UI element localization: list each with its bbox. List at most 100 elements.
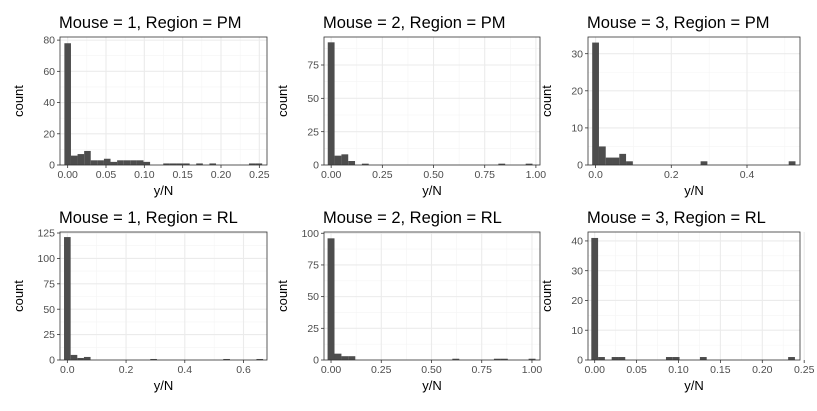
histogram-bar <box>591 237 599 360</box>
y-tick-label: 25 <box>307 323 319 335</box>
x-tick-label: 0.4 <box>177 364 192 376</box>
y-tick-label: 10 <box>571 325 583 337</box>
histogram-bar <box>97 160 104 165</box>
facet-panel-5: 0.00 0.25 0.50 0.75 1.00 0 25 50 75 100 y/N count Mo… <box>275 209 542 393</box>
x-tick-label: 0.0 <box>60 364 75 376</box>
panel-background <box>588 37 800 165</box>
y-tick-label: 20 <box>43 128 55 140</box>
panel-border <box>59 36 268 166</box>
y-axis-label: count <box>539 85 554 117</box>
histogram-bar <box>611 357 619 360</box>
histogram-bar <box>592 42 599 165</box>
histogram-bar <box>130 160 137 165</box>
panel-background <box>324 37 540 165</box>
y-tick-label: 125 <box>37 228 55 240</box>
histogram-bar <box>598 146 606 165</box>
histogram-bar <box>196 163 203 165</box>
x-axis-label: y/N <box>684 183 704 198</box>
facet-title: Mouse = 2, Region = PM <box>323 14 506 32</box>
x-tick-label: 0.25 <box>794 364 815 376</box>
y-tick-label: 0 <box>313 160 319 172</box>
histogram-bar <box>528 358 536 360</box>
histogram-bar <box>64 43 71 165</box>
y-tick-label: 0 <box>49 355 55 367</box>
histogram-bar <box>619 153 627 165</box>
histogram-bar <box>150 358 157 360</box>
x-tick-label: 0.50 <box>423 169 444 181</box>
y-axis-label: count <box>275 85 290 117</box>
histogram-bar <box>341 154 349 165</box>
facet-title: Mouse = 3, Region = RL <box>587 209 766 227</box>
x-tick-label: 0.00 <box>321 169 342 181</box>
histogram-bar <box>169 163 177 165</box>
y-tick-label: 40 <box>43 97 55 109</box>
histogram-bar <box>136 160 144 165</box>
histogram-bar <box>618 357 626 360</box>
y-axis-label: count <box>539 280 554 312</box>
histogram-bar <box>788 161 796 165</box>
histogram-bar <box>143 161 151 165</box>
x-tick-label: 0.25 <box>249 169 270 181</box>
histogram-bar <box>348 161 356 165</box>
y-tick-label: 10 <box>571 122 583 134</box>
histogram-bar <box>452 358 460 360</box>
histogram-bar <box>361 163 369 165</box>
histogram-bar <box>183 163 190 165</box>
x-tick-label: 0.25 <box>371 364 392 376</box>
histogram-bar <box>672 357 680 360</box>
y-tick-label: 30 <box>571 48 583 60</box>
histogram-bar <box>498 163 506 165</box>
x-tick-label: 0.2 <box>119 364 134 376</box>
x-tick-label: 0.00 <box>584 364 605 376</box>
histogram-bar <box>700 161 708 165</box>
y-tick-label: 75 <box>307 260 319 272</box>
y-tick-label: 40 <box>571 236 583 248</box>
histogram-bar <box>248 163 256 165</box>
facet-panel-2: 0.00 0.25 0.50 0.75 1.00 0 25 50 75 y/N count Mouse… <box>275 14 546 198</box>
x-axis-label: y/N <box>154 378 174 393</box>
panel-border <box>323 36 541 166</box>
panel-background <box>60 232 267 360</box>
y-tick-label: 100 <box>301 228 319 240</box>
histogram-bar <box>209 163 217 165</box>
histogram-bar <box>699 357 707 360</box>
histogram-bar <box>77 357 84 360</box>
y-tick-label: 60 <box>43 66 55 78</box>
facet-panel-6: 0.00 0.05 0.10 0.15 0.20 0.25 0 10 20 30 40 y/N coun… <box>539 209 815 393</box>
y-tick-label: 25 <box>307 126 319 138</box>
panel-border <box>587 231 801 361</box>
x-tick-label: 1.00 <box>526 169 547 181</box>
y-tick-label: 50 <box>307 93 319 105</box>
y-axis-label: count <box>11 85 26 117</box>
x-axis-label: y/N <box>154 183 174 198</box>
histogram-bar <box>255 163 263 165</box>
histogram-bar <box>84 150 91 165</box>
x-tick-label: 0.10 <box>134 169 155 181</box>
x-tick-label: 0.75 <box>472 364 493 376</box>
facet-panel-3: 0.0 0.2 0.4 0 10 20 30 y/N count Mouse = 3, Regio… <box>539 14 801 198</box>
x-tick-label: 0.05 <box>626 364 647 376</box>
histogram-bar <box>103 158 111 165</box>
x-axis-label: y/N <box>684 378 704 393</box>
x-tick-label: 0.50 <box>421 364 442 376</box>
facet-title: Mouse = 2, Region = RL <box>323 209 502 227</box>
x-tick-label: 0.10 <box>668 364 689 376</box>
x-tick-label: 0.2 <box>664 169 679 181</box>
y-tick-label: 20 <box>571 295 583 307</box>
histogram-bar <box>70 155 78 165</box>
histogram-bar <box>493 358 501 360</box>
y-tick-label: 75 <box>307 60 319 72</box>
histogram-bar <box>605 157 613 165</box>
x-axis-label: y/N <box>422 378 442 393</box>
x-tick-label: 0.15 <box>172 169 193 181</box>
y-axis-label: count <box>275 280 290 312</box>
x-tick-label: 0.6 <box>236 364 251 376</box>
x-tick-label: 0.15 <box>710 364 731 376</box>
x-tick-label: 0.00 <box>57 169 78 181</box>
y-tick-label: 0 <box>313 355 319 367</box>
facet-panel-1: 0.00 0.05 0.10 0.15 0.20 0.25 0 20 40 60 80 y/N coun… <box>11 14 270 198</box>
histogram-bar <box>348 356 356 360</box>
panel-border <box>323 231 541 361</box>
histogram-bar <box>334 353 342 360</box>
